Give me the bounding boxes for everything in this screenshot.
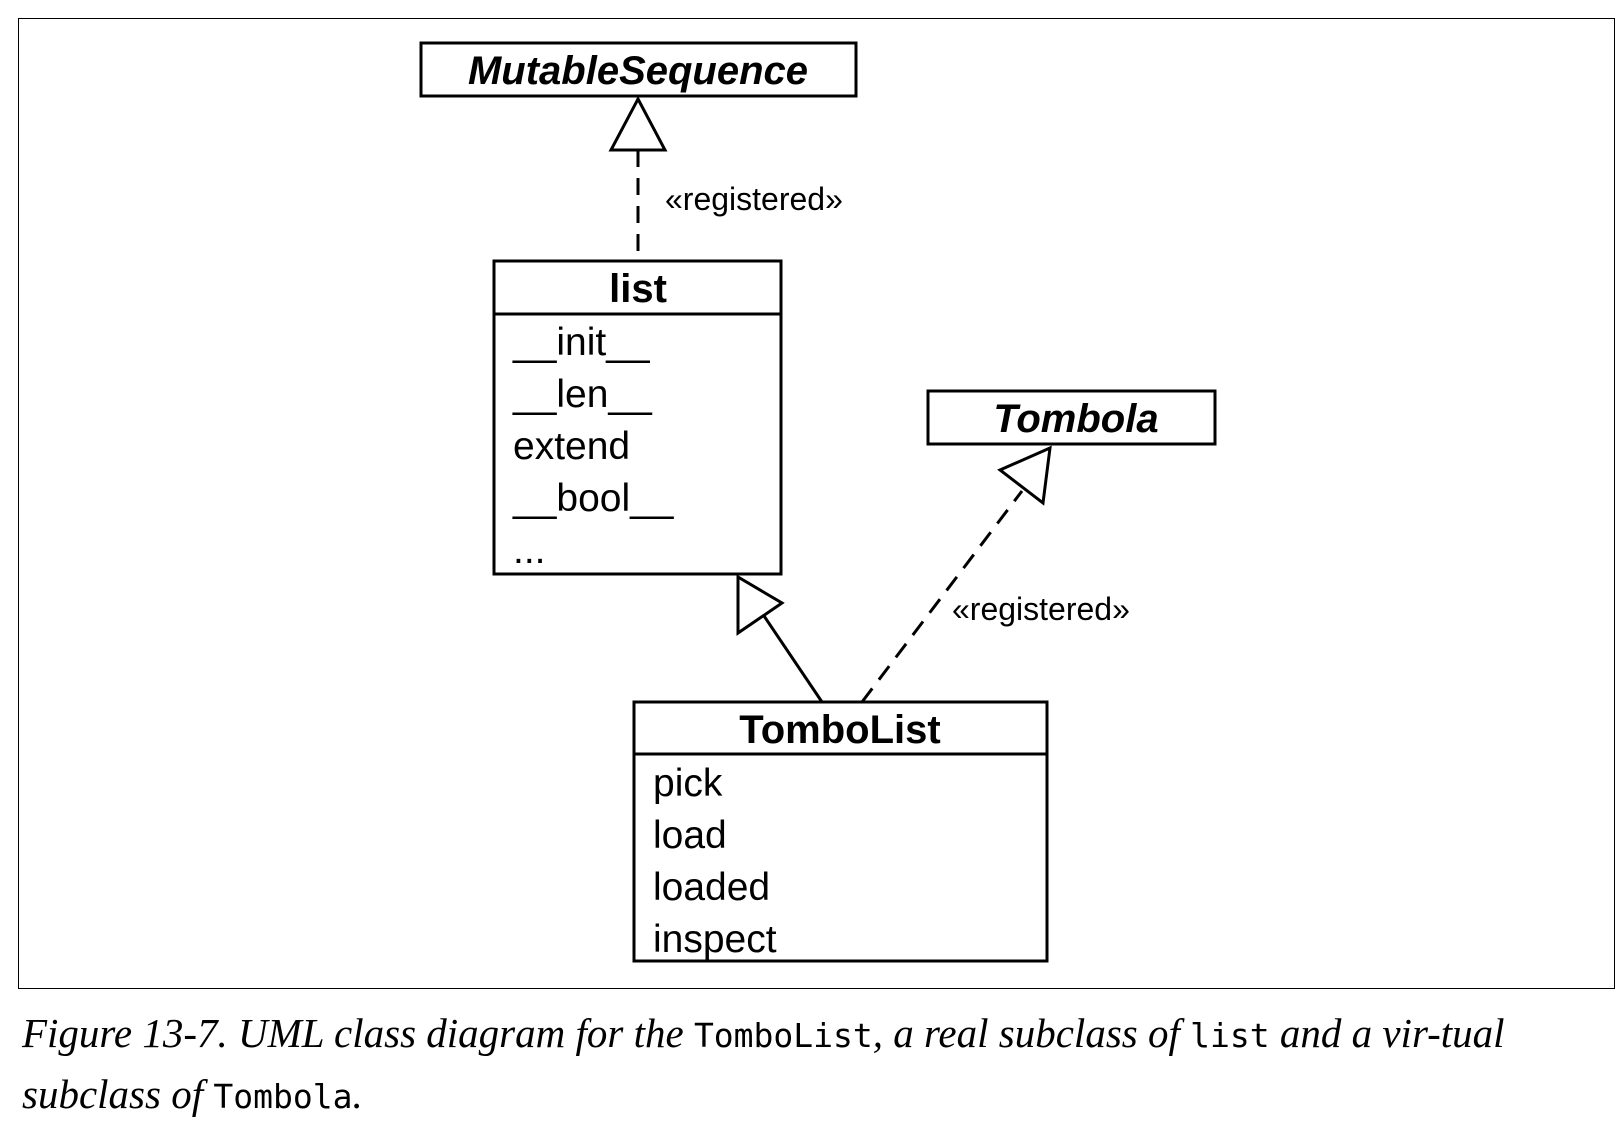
hollow-triangle-arrowhead — [608, 95, 668, 152]
caption-text: , a real subclass of — [872, 1010, 1191, 1056]
stereotype-label-registered: «registered» — [952, 591, 1130, 627]
relation-tombolist-tombola: «registered» — [860, 445, 1130, 703]
list-member: __len__ — [512, 373, 653, 416]
caption-text: . — [352, 1071, 363, 1117]
stereotype-label-registered: «registered» — [665, 181, 843, 217]
tombolist-member: inspect — [653, 918, 777, 961]
class-mutable-sequence: MutableSequence — [419, 41, 858, 98]
list-member: ... — [513, 529, 546, 572]
class-tombolist: TomboList pick load loaded inspect — [632, 700, 1049, 963]
tombolist-member: pick — [653, 762, 723, 805]
relation-list-mutable-sequence: «registered» — [608, 95, 843, 261]
tombolist-member: loaded — [653, 866, 770, 909]
uml-class-diagram: MutableSequence «registered» list __init… — [419, 41, 1217, 963]
list-member: extend — [513, 425, 630, 468]
solid-generalization-line — [758, 609, 824, 703]
list-member: __bool__ — [512, 477, 675, 520]
class-tombola: Tombola — [926, 389, 1217, 446]
class-mutable-sequence-name: MutableSequence — [468, 49, 808, 93]
figure-caption: Figure 13-7. UML class diagram for the T… — [22, 1004, 1602, 1126]
hollow-triangle-arrowhead — [997, 445, 1052, 506]
caption-code-list: list — [1190, 1016, 1270, 1055]
tombolist-member: load — [653, 814, 727, 857]
caption-text: and a vir-tual subclass of — [22, 1010, 1505, 1117]
class-tombola-name: Tombola — [993, 397, 1158, 441]
relation-tombolist-list — [736, 574, 824, 703]
caption-code-tombolist: TomboList — [693, 1016, 873, 1055]
dashed-realization-line — [860, 490, 1024, 703]
class-list-name: list — [609, 267, 667, 311]
class-list: list __init__ __len__ extend __bool__ ..… — [492, 259, 783, 576]
list-member: __init__ — [512, 321, 651, 364]
hollow-triangle-arrowhead — [736, 574, 785, 636]
caption-text: Figure 13-7. UML class diagram for the — [22, 1010, 694, 1056]
class-tombolist-name: TomboList — [739, 708, 940, 752]
caption-code-tombola: Tombola — [213, 1077, 353, 1116]
